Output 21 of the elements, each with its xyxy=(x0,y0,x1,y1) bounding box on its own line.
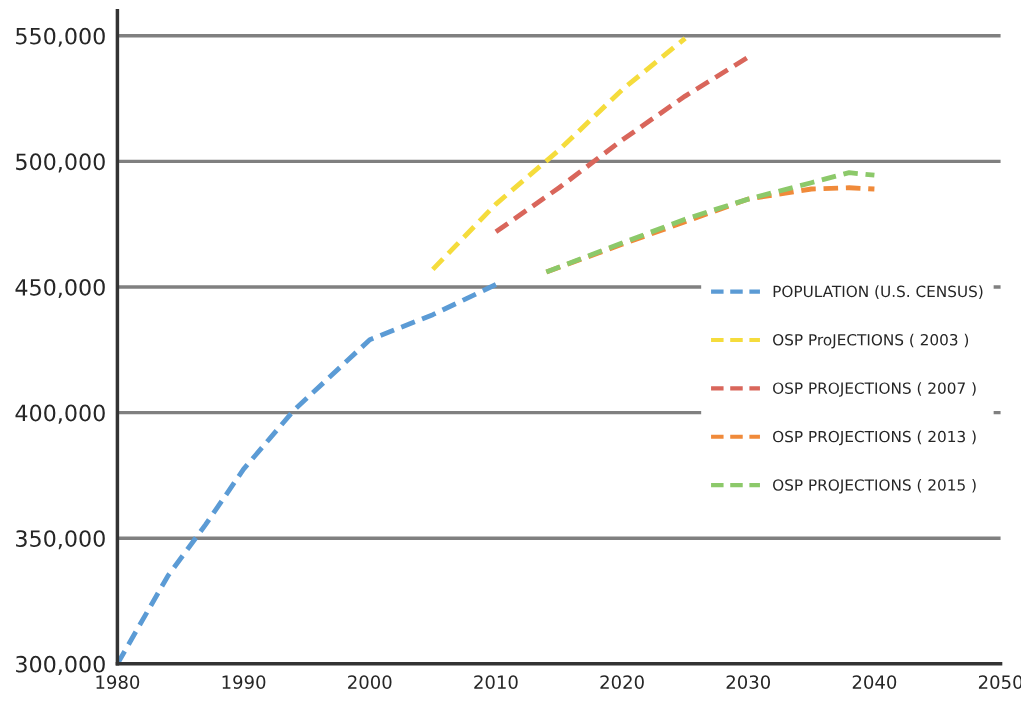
line-series xyxy=(117,282,499,664)
x-tick-label: 2040 xyxy=(852,675,897,689)
x-tick-label: 2020 xyxy=(600,675,644,689)
y-tick-label: 400,000 xyxy=(15,404,105,424)
legend-label: POPULATION (U.S. CENSUS) xyxy=(773,285,983,299)
y-tick-label: 350,000 xyxy=(16,530,105,550)
y-tick-label: 500,000 xyxy=(16,153,105,173)
y-tick-label: 550,000 xyxy=(16,27,105,47)
legend-label: OSP PROJECTIONS ( 2013 ) xyxy=(773,430,976,446)
y-tick-label: 450,000 xyxy=(15,278,105,299)
x-tick-label: 1980 xyxy=(96,675,140,689)
line-series xyxy=(430,35,688,272)
y-tick-label: 300,000 xyxy=(16,655,105,675)
x-tick-label: 2000 xyxy=(348,675,392,689)
legend-label: OSP ProJECTIONS ( 2003 ) xyxy=(773,333,969,349)
legend-label: OSP PROJECTIONS ( 2007 ) xyxy=(773,382,976,397)
legend-label: OSP PROJECTIONS ( 2015 ) xyxy=(773,478,976,494)
line-series xyxy=(493,54,751,235)
x-tick-label: 1990 xyxy=(222,675,266,689)
x-tick-label: 2010 xyxy=(474,675,518,689)
x-tick-label: 2030 xyxy=(726,675,771,689)
